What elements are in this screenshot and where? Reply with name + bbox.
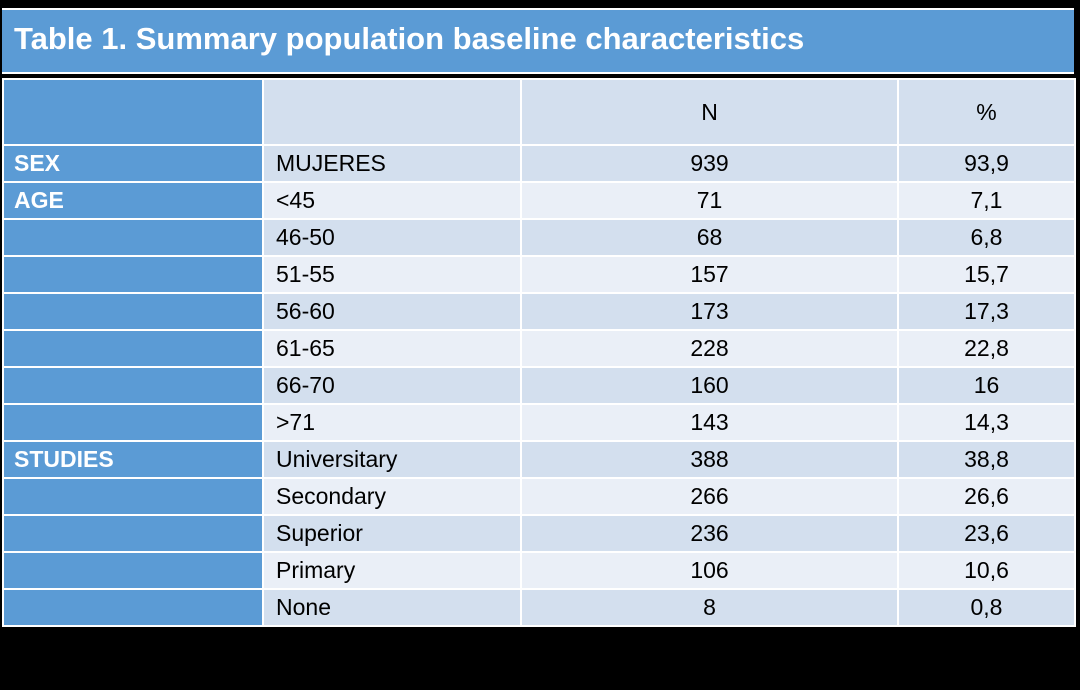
header-n: N bbox=[520, 78, 899, 146]
row-subcategory: Universitary bbox=[262, 440, 522, 479]
row-category: AGE bbox=[2, 181, 264, 220]
row-n: 228 bbox=[520, 329, 899, 368]
header-category bbox=[2, 78, 264, 146]
table-row: AGE <45 71 7,1 bbox=[2, 181, 1076, 220]
row-category bbox=[2, 366, 264, 405]
row-percent: 6,8 bbox=[897, 218, 1076, 257]
row-subcategory: Superior bbox=[262, 514, 522, 553]
row-percent: 0,8 bbox=[897, 588, 1076, 627]
row-n: 160 bbox=[520, 366, 899, 405]
row-subcategory: 46-50 bbox=[262, 218, 522, 257]
table-row: SEX MUJERES 939 93,9 bbox=[2, 144, 1076, 183]
table-row: >71 143 14,3 bbox=[2, 403, 1076, 442]
row-subcategory: 51-55 bbox=[262, 255, 522, 294]
row-percent: 26,6 bbox=[897, 477, 1076, 516]
table-row: None 8 0,8 bbox=[2, 588, 1076, 627]
row-n: 143 bbox=[520, 403, 899, 442]
summary-table: N % SEX MUJERES 939 93,9 AGE <45 71 7,1 … bbox=[2, 78, 1076, 627]
row-n: 106 bbox=[520, 551, 899, 590]
row-percent: 15,7 bbox=[897, 255, 1076, 294]
row-category bbox=[2, 477, 264, 516]
row-subcategory: 56-60 bbox=[262, 292, 522, 331]
table-row: Primary 106 10,6 bbox=[2, 551, 1076, 590]
row-percent: 23,6 bbox=[897, 514, 1076, 553]
row-n: 388 bbox=[520, 440, 899, 479]
table-row: 51-55 157 15,7 bbox=[2, 255, 1076, 294]
row-subcategory: Secondary bbox=[262, 477, 522, 516]
row-percent: 16 bbox=[897, 366, 1076, 405]
row-category bbox=[2, 551, 264, 590]
row-n: 173 bbox=[520, 292, 899, 331]
row-category bbox=[2, 292, 264, 331]
row-subcategory: <45 bbox=[262, 181, 522, 220]
row-category bbox=[2, 403, 264, 442]
row-category bbox=[2, 588, 264, 627]
row-category bbox=[2, 255, 264, 294]
header-percent: % bbox=[897, 78, 1076, 146]
table-row: 56-60 173 17,3 bbox=[2, 292, 1076, 331]
row-category: STUDIES bbox=[2, 440, 264, 479]
row-n: 8 bbox=[520, 588, 899, 627]
table-header-row: N % bbox=[2, 78, 1076, 146]
row-n: 266 bbox=[520, 477, 899, 516]
row-percent: 38,8 bbox=[897, 440, 1076, 479]
row-subcategory: 61-65 bbox=[262, 329, 522, 368]
table-row: Secondary 266 26,6 bbox=[2, 477, 1076, 516]
table-row: 66-70 160 16 bbox=[2, 366, 1076, 405]
row-percent: 93,9 bbox=[897, 144, 1076, 183]
table-row: Superior 236 23,6 bbox=[2, 514, 1076, 553]
row-percent: 17,3 bbox=[897, 292, 1076, 331]
row-n: 157 bbox=[520, 255, 899, 294]
row-n: 939 bbox=[520, 144, 899, 183]
row-subcategory: >71 bbox=[262, 403, 522, 442]
row-subcategory: 66-70 bbox=[262, 366, 522, 405]
table-row: 46-50 68 6,8 bbox=[2, 218, 1076, 257]
row-subcategory: None bbox=[262, 588, 522, 627]
row-percent: 22,8 bbox=[897, 329, 1076, 368]
row-n: 68 bbox=[520, 218, 899, 257]
row-category: SEX bbox=[2, 144, 264, 183]
row-percent: 14,3 bbox=[897, 403, 1076, 442]
table-row: 61-65 228 22,8 bbox=[2, 329, 1076, 368]
table-title: Table 1. Summary population baseline cha… bbox=[2, 8, 1074, 74]
table-row: STUDIES Universitary 388 38,8 bbox=[2, 440, 1076, 479]
header-subcategory bbox=[262, 78, 522, 146]
row-category bbox=[2, 514, 264, 553]
row-n: 236 bbox=[520, 514, 899, 553]
row-category bbox=[2, 329, 264, 368]
row-n: 71 bbox=[520, 181, 899, 220]
row-percent: 10,6 bbox=[897, 551, 1076, 590]
row-subcategory: Primary bbox=[262, 551, 522, 590]
row-category bbox=[2, 218, 264, 257]
row-subcategory: MUJERES bbox=[262, 144, 522, 183]
row-percent: 7,1 bbox=[897, 181, 1076, 220]
